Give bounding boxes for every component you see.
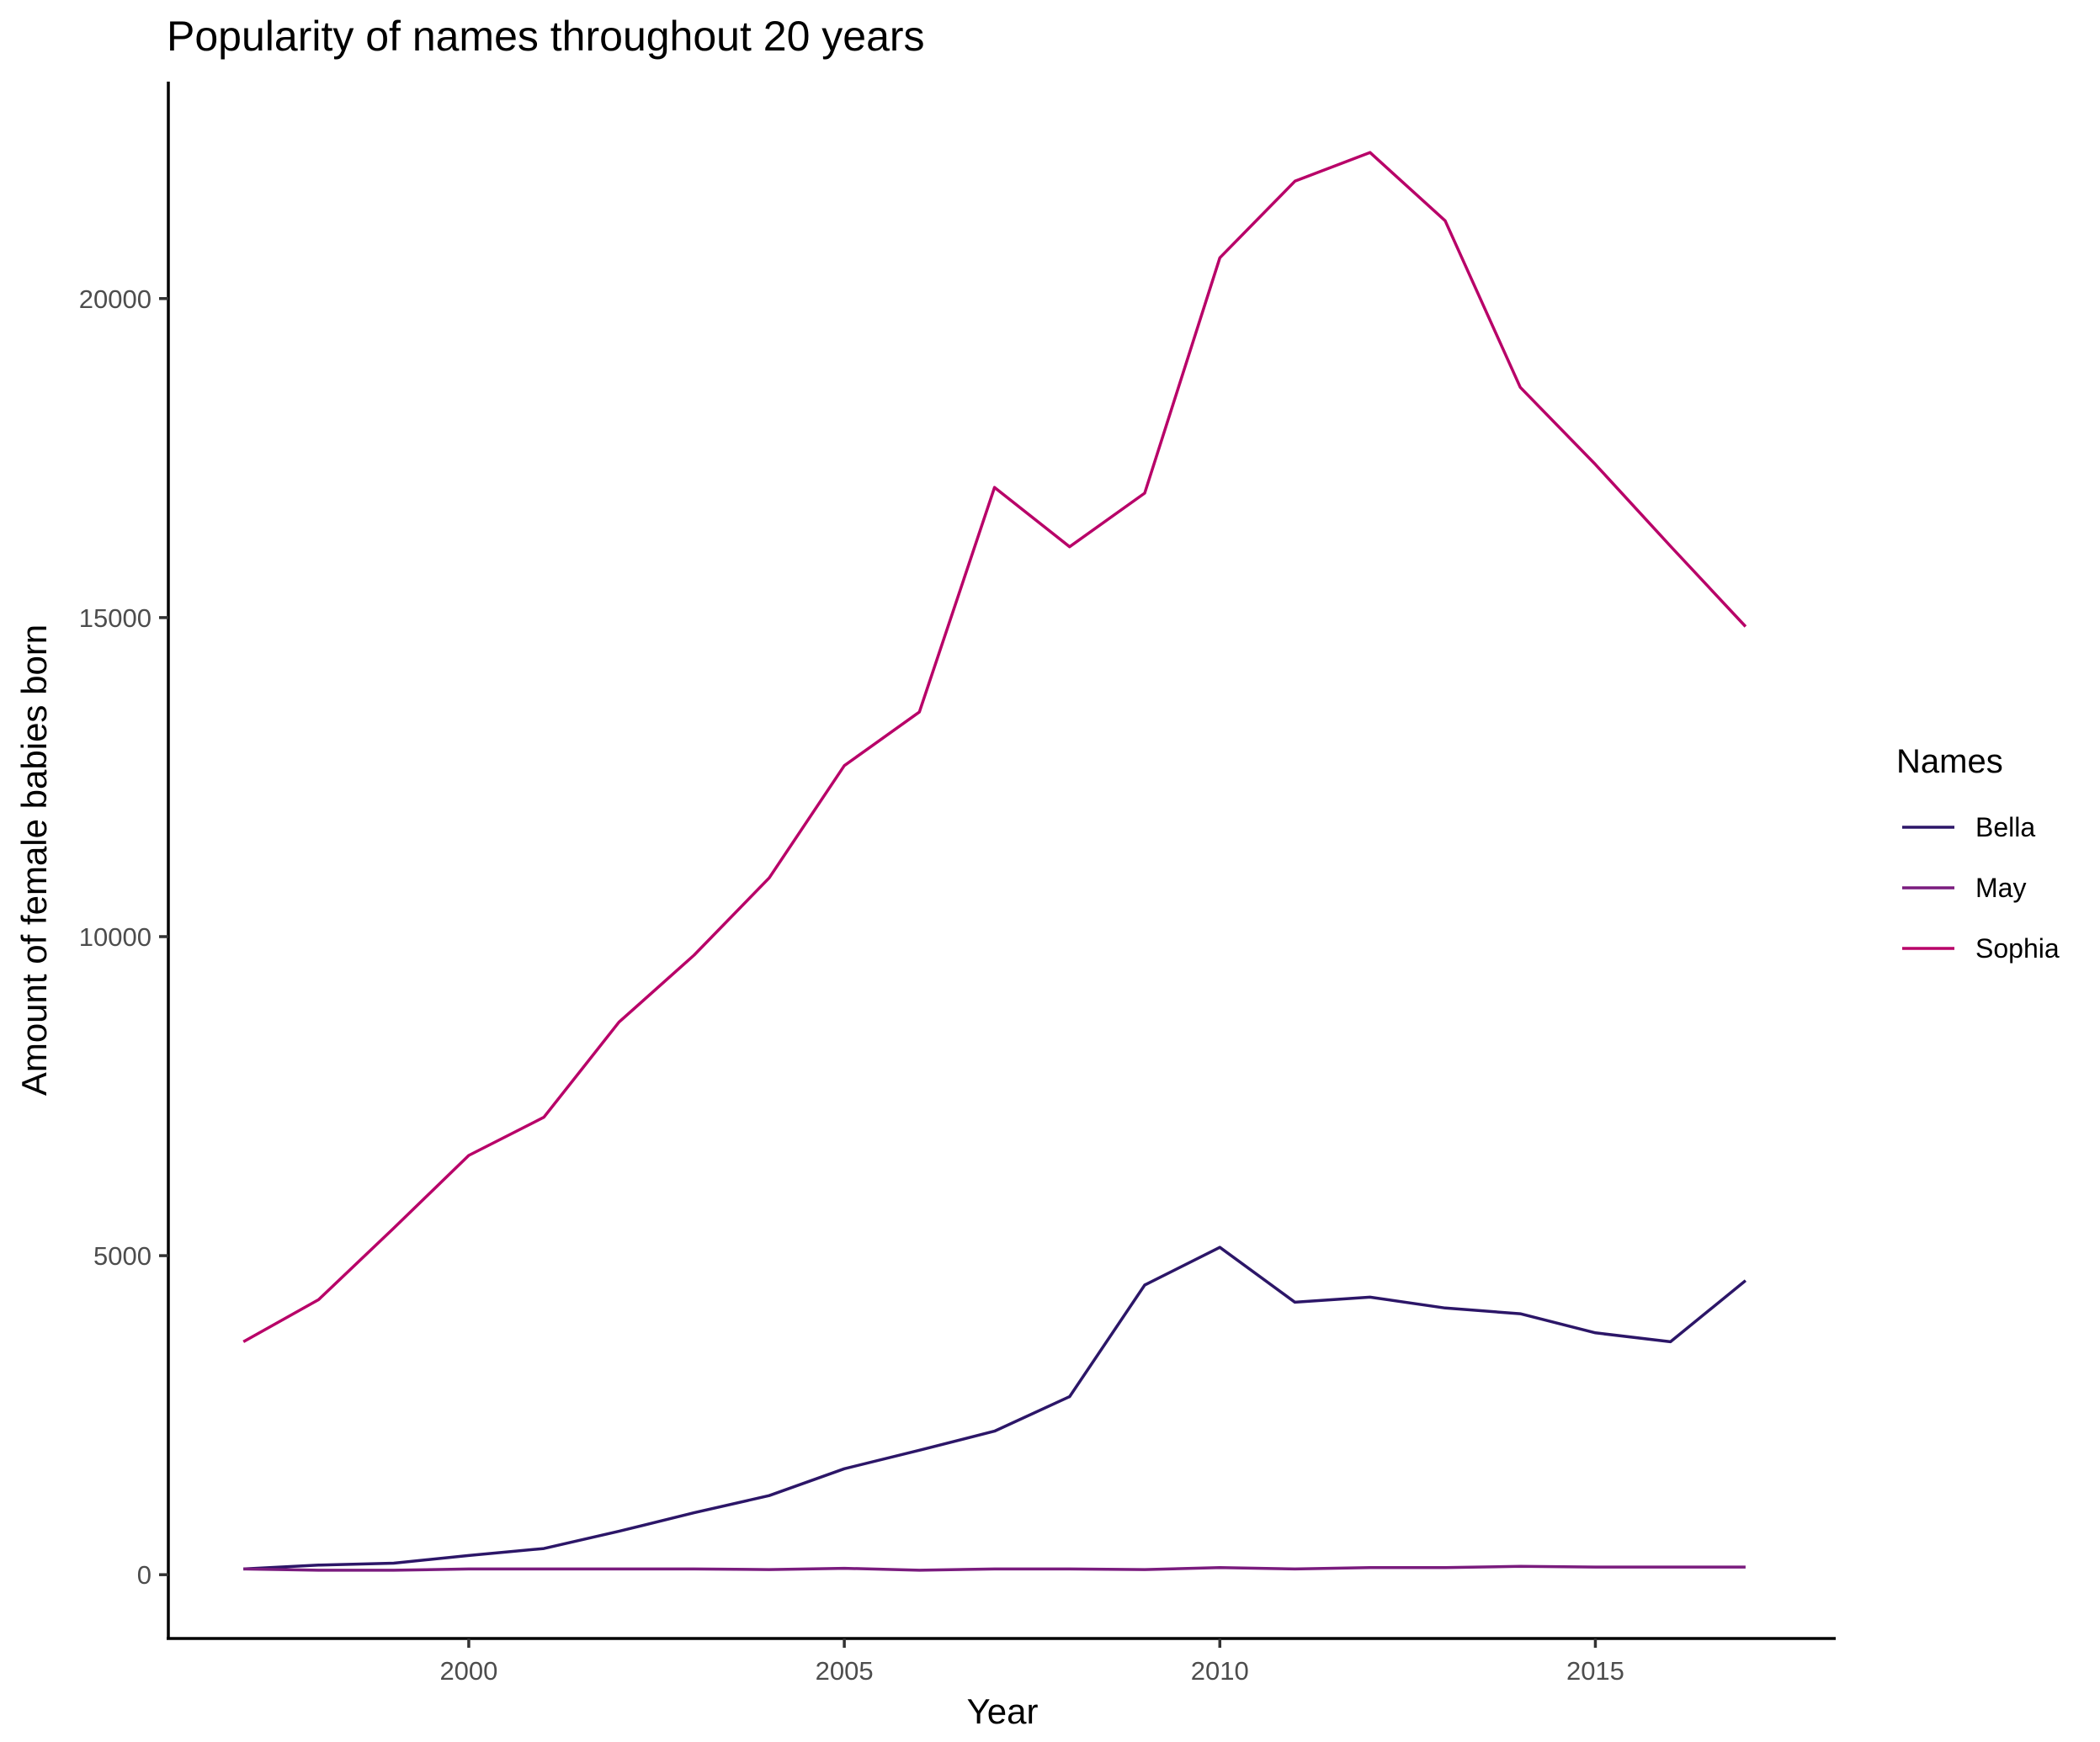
series-line-may	[243, 1564, 1746, 1572]
chart-title: Popularity of names throughout 20 years	[167, 13, 925, 60]
y-tick-label: 15000	[79, 603, 152, 633]
series-line-bella	[243, 1245, 1747, 1571]
x-axis-title: Year	[967, 1692, 1039, 1731]
legend: Names Bella May Sophia	[1896, 743, 2060, 964]
y-tick-label: 10000	[79, 922, 152, 952]
legend-label-sophia: Sophia	[1975, 933, 2060, 964]
x-tick-label: 2005	[816, 1656, 874, 1686]
x-tick-label: 2000	[439, 1656, 497, 1686]
y-axis-title: Amount of female babies born	[14, 624, 54, 1096]
x-tick-label: 2010	[1191, 1656, 1249, 1686]
y-axis-ticks: 0 5000 10000 15000 20000	[79, 284, 168, 1590]
x-axis-ticks: 2000 2005 2010 2015	[439, 1638, 1624, 1686]
y-tick-label: 5000	[93, 1241, 152, 1271]
series-line-sophia	[242, 151, 1747, 1343]
x-tick-label: 2015	[1566, 1656, 1624, 1686]
legend-label-bella: Bella	[1975, 812, 2035, 842]
series-layer	[242, 151, 1747, 1572]
y-tick-label: 0	[137, 1560, 152, 1590]
legend-title: Names	[1896, 743, 2003, 780]
legend-label-may: May	[1975, 873, 2026, 903]
legend-items: Bella May Sophia	[1902, 812, 2060, 964]
y-tick-label: 20000	[79, 284, 152, 314]
plot-area: 0 5000 10000 15000 20000 2000 2005 2010 2015	[79, 82, 1836, 1686]
